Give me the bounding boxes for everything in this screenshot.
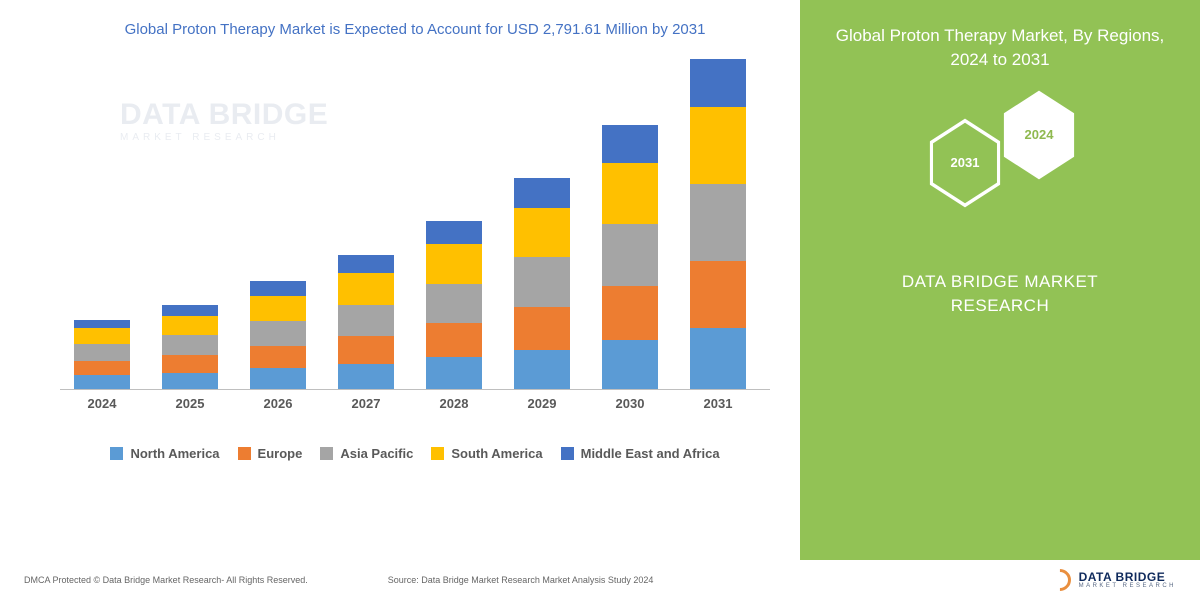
bar-segment xyxy=(690,184,746,261)
bar-segment xyxy=(338,364,394,389)
bar-segment xyxy=(514,257,570,307)
bar-2030 xyxy=(602,125,658,389)
bar-segment xyxy=(602,224,658,286)
bridge-logo-icon xyxy=(1044,564,1075,595)
legend-swatch xyxy=(561,447,574,460)
legend-item: North America xyxy=(110,446,219,461)
bar-segment xyxy=(426,284,482,324)
bar-segment xyxy=(162,373,218,390)
legend-label: Asia Pacific xyxy=(340,446,413,461)
bar-segment xyxy=(426,357,482,389)
x-axis-labels: 2024 2025 2026 2027 2028 2029 2030 2031 xyxy=(60,396,770,420)
chart-title: Global Proton Therapy Market is Expected… xyxy=(115,20,715,40)
hex-label: 2031 xyxy=(951,155,980,170)
bar-segment xyxy=(602,340,658,390)
bar-segment xyxy=(514,307,570,350)
bar-2028 xyxy=(426,221,482,389)
bar-2024 xyxy=(74,320,130,389)
bar-segment xyxy=(74,328,130,345)
bar-segment xyxy=(338,336,394,364)
bar-segment xyxy=(162,355,218,373)
bar-segment xyxy=(690,261,746,328)
bar-segment xyxy=(426,244,482,284)
left-panel: Global Proton Therapy Market is Expected… xyxy=(0,0,800,560)
sidepanel-title: Global Proton Therapy Market, By Regions… xyxy=(826,24,1174,72)
sidepanel-brand: DATA BRIDGE MARKET RESEARCH xyxy=(826,270,1174,319)
footer-brand-line2: MARKET RESEARCH xyxy=(1079,583,1176,589)
legend-label: Middle East and Africa xyxy=(581,446,720,461)
legend-item: South America xyxy=(431,446,542,461)
legend-swatch xyxy=(431,447,444,460)
bar-segment xyxy=(250,321,306,346)
right-panel: Global Proton Therapy Market, By Regions… xyxy=(800,0,1200,560)
bar-segment xyxy=(602,125,658,162)
bar-segment xyxy=(338,255,394,273)
bar-segment xyxy=(74,344,130,361)
bar-segment xyxy=(74,320,130,328)
legend-label: Europe xyxy=(258,446,303,461)
x-label: 2028 xyxy=(426,396,482,411)
bar-segment xyxy=(514,208,570,258)
bar-segment xyxy=(162,305,218,316)
bar-segment xyxy=(426,221,482,244)
legend-item: Middle East and Africa xyxy=(561,446,720,461)
x-label: 2024 xyxy=(74,396,130,411)
bar-segment xyxy=(602,286,658,340)
bar-segment xyxy=(250,281,306,295)
legend-item: Europe xyxy=(238,446,303,461)
bar-2029 xyxy=(514,178,570,389)
x-label: 2025 xyxy=(162,396,218,411)
legend-label: North America xyxy=(130,446,219,461)
bar-segment xyxy=(602,163,658,225)
bar-segment xyxy=(426,323,482,357)
sidepanel-brand-line1: DATA BRIDGE MARKET xyxy=(826,270,1174,295)
bar-segment xyxy=(690,328,746,390)
hex-badge-2031: 2031 xyxy=(926,118,1004,208)
bar-segment xyxy=(250,296,306,321)
footer-brand-line1: DATA BRIDGE xyxy=(1079,571,1176,583)
bar-segment xyxy=(74,361,130,375)
legend-swatch xyxy=(238,447,251,460)
x-label: 2027 xyxy=(338,396,394,411)
bar-segment xyxy=(250,346,306,368)
bar-2031 xyxy=(690,59,746,389)
chart-area: DATA BRIDGE MARKET RESEARCH 202420252026… xyxy=(60,60,770,440)
footer-source: Source: Data Bridge Market Research Mark… xyxy=(388,575,654,585)
x-label: 2029 xyxy=(514,396,570,411)
bar-segment xyxy=(162,335,218,355)
bar-segment xyxy=(690,59,746,106)
bar-segment xyxy=(338,305,394,337)
bar-segment xyxy=(690,107,746,184)
bar-segment xyxy=(74,375,130,389)
footer: DMCA Protected © Data Bridge Market Rese… xyxy=(0,560,1200,600)
hex-badge-2024: 2024 xyxy=(1000,90,1078,180)
bar-segment xyxy=(162,316,218,336)
legend-swatch xyxy=(110,447,123,460)
bar-2027 xyxy=(338,255,394,389)
plot-region xyxy=(60,60,770,390)
chart-legend: North America Europe Asia Pacific South Ame… xyxy=(60,446,770,461)
sidepanel-brand-line2: RESEARCH xyxy=(826,294,1174,319)
bar-segment xyxy=(514,350,570,390)
bar-segment xyxy=(514,178,570,208)
bar-segment xyxy=(250,368,306,389)
x-label: 2031 xyxy=(690,396,746,411)
legend-swatch xyxy=(320,447,333,460)
footer-copyright: DMCA Protected © Data Bridge Market Rese… xyxy=(24,575,308,585)
footer-brand-logo: DATA BRIDGE MARKET RESEARCH xyxy=(1049,569,1176,591)
hex-badges: 2031 2024 xyxy=(900,90,1100,210)
x-label: 2026 xyxy=(250,396,306,411)
legend-item: Asia Pacific xyxy=(320,446,413,461)
hex-label: 2024 xyxy=(1025,127,1054,142)
legend-label: South America xyxy=(451,446,542,461)
bar-segment xyxy=(338,273,394,305)
bar-2026 xyxy=(250,281,306,389)
bar-2025 xyxy=(162,305,218,390)
x-label: 2030 xyxy=(602,396,658,411)
